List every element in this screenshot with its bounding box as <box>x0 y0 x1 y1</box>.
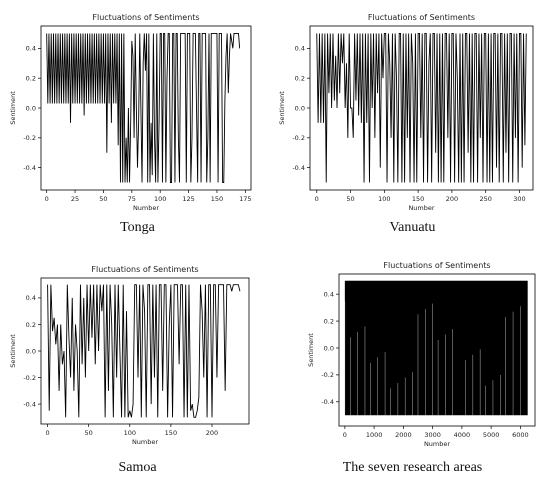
y-tick-label: 0.0 <box>26 104 36 112</box>
chart-title: Fluctuations of Sentiments <box>92 13 199 22</box>
y-axis-label: Sentiment <box>307 333 315 367</box>
chart-tonga: Fluctuations of Sentiments 0 25 50 75 100 125 1… <box>9 13 252 212</box>
x-tick-label: 150 <box>165 429 177 437</box>
x-tick-label: 100 <box>378 195 390 203</box>
x-tick-label: 1000 <box>366 431 383 439</box>
y-tick-label: 0.2 <box>324 317 334 325</box>
y-tick-label: -0.4 <box>292 164 305 172</box>
x-tick-label: 200 <box>206 429 218 437</box>
caption-vanuatu: Vanuatu <box>389 220 436 235</box>
y-tick-label: -0.2 <box>321 371 334 379</box>
y-tick-label: 0.4 <box>295 45 305 53</box>
chart-vanuatu: Fluctuations of Sentiments 0 50 100 150 200 25… <box>278 13 534 212</box>
x-tick-label: 250 <box>479 195 491 203</box>
x-tick-label: 150 <box>412 195 424 203</box>
x-tick-label: 50 <box>85 429 93 437</box>
y-axis-label: Sentiment <box>278 91 286 125</box>
x-tick-label: 0 <box>45 195 49 203</box>
y-tick-label: -0.4 <box>23 400 36 408</box>
y-tick-label: 0.2 <box>26 321 36 329</box>
y-tick-label: 0.2 <box>26 74 36 82</box>
x-tick-label: 3000 <box>424 431 441 439</box>
x-axis-label: Number <box>132 438 158 446</box>
x-tick-label: 6000 <box>512 431 529 439</box>
y-tick-label: 0.4 <box>26 45 36 53</box>
y-axis-label: Sentiment <box>9 91 17 125</box>
chart-title: Fluctuations of Sentiments <box>383 261 490 270</box>
chart-title: Fluctuations of Sentiments <box>91 265 198 274</box>
chart-title: Fluctuations of Sentiments <box>368 13 475 22</box>
x-tick-label: 175 <box>239 195 251 203</box>
y-tick-label: 0.0 <box>26 347 36 355</box>
x-tick-label: 50 <box>346 195 354 203</box>
caption-seven-areas: The seven research areas <box>342 460 483 475</box>
caption-samoa: Samoa <box>118 460 157 475</box>
x-tick-label: 25 <box>71 195 79 203</box>
caption-tonga: Tonga <box>120 220 155 235</box>
y-tick-label: 0.4 <box>26 294 36 302</box>
x-axis-label: Number <box>408 204 434 212</box>
chart-panel-seven-areas: Fluctuations of Sentiments 0 1000 2000 3000 4… <box>275 258 550 457</box>
series-line <box>316 33 527 183</box>
x-tick-label: 50 <box>99 195 107 203</box>
x-tick-label: 100 <box>154 195 166 203</box>
series-line <box>47 284 241 418</box>
chart-panel-vanuatu: Fluctuations of Sentiments 0 50 100 150 200 25… <box>275 0 550 216</box>
x-tick-label: 100 <box>124 429 136 437</box>
y-tick-label: -0.4 <box>321 398 334 406</box>
y-axis-label: Sentiment <box>9 334 17 368</box>
y-tick-label: -0.2 <box>23 134 36 142</box>
x-tick-label: 0 <box>343 431 347 439</box>
x-tick-label: 4000 <box>454 431 471 439</box>
x-tick-label: 0 <box>46 429 50 437</box>
x-axis-label: Number <box>133 204 159 212</box>
chart-panel-samoa: Fluctuations of Sentiments 0 50 100 150 200 -0… <box>0 258 275 457</box>
y-tick-label: 0.4 <box>324 290 334 298</box>
dense-series-band <box>344 280 528 416</box>
y-tick-label: 0.0 <box>295 104 305 112</box>
x-axis-label: Number <box>424 440 450 448</box>
x-tick-label: 125 <box>182 195 194 203</box>
y-tick-label: 0.0 <box>324 344 334 352</box>
y-tick-label: -0.4 <box>23 164 36 172</box>
x-tick-label: 200 <box>446 195 458 203</box>
chart-panel-tonga: Fluctuations of Sentiments 0 25 50 75 100 125 1… <box>0 0 275 216</box>
y-tick-label: -0.2 <box>23 374 36 382</box>
x-tick-label: 5000 <box>483 431 500 439</box>
x-tick-label: 150 <box>211 195 223 203</box>
chart-samoa: Fluctuations of Sentiments 0 50 100 150 200 -0… <box>9 265 250 446</box>
plot-frame <box>338 273 536 427</box>
chart-seven-areas: Fluctuations of Sentiments 0 1000 2000 3000 4… <box>307 261 536 448</box>
series-line <box>46 33 241 183</box>
y-tick-label: -0.2 <box>292 134 305 142</box>
y-tick-label: 0.2 <box>295 74 305 82</box>
x-tick-label: 0 <box>315 195 319 203</box>
x-tick-label: 2000 <box>395 431 412 439</box>
x-tick-label: 300 <box>513 195 525 203</box>
x-tick-label: 75 <box>128 195 136 203</box>
